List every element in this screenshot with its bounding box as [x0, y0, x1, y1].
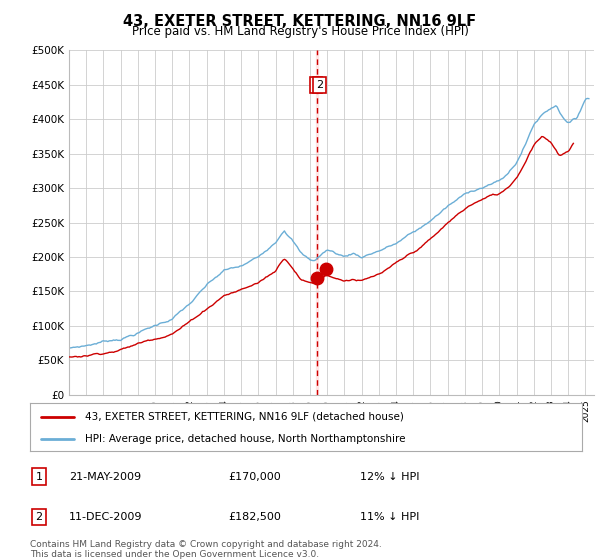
- Text: Contains HM Land Registry data © Crown copyright and database right 2024.
This d: Contains HM Land Registry data © Crown c…: [30, 540, 382, 559]
- Bar: [316, 50, 318, 395]
- Text: 2: 2: [35, 512, 43, 522]
- Text: 11-DEC-2009: 11-DEC-2009: [69, 512, 143, 522]
- Text: £170,000: £170,000: [228, 472, 281, 482]
- Text: Price paid vs. HM Land Registry's House Price Index (HPI): Price paid vs. HM Land Registry's House …: [131, 25, 469, 38]
- Text: HPI: Average price, detached house, North Northamptonshire: HPI: Average price, detached house, Nort…: [85, 434, 406, 444]
- Text: 43, EXETER STREET, KETTERING, NN16 9LF (detached house): 43, EXETER STREET, KETTERING, NN16 9LF (…: [85, 412, 404, 422]
- Text: £182,500: £182,500: [228, 512, 281, 522]
- Text: 21-MAY-2009: 21-MAY-2009: [69, 472, 141, 482]
- Text: 2: 2: [316, 80, 323, 90]
- Text: 12% ↓ HPI: 12% ↓ HPI: [360, 472, 419, 482]
- Text: 1: 1: [313, 80, 319, 90]
- Text: 1: 1: [35, 472, 43, 482]
- Text: 11% ↓ HPI: 11% ↓ HPI: [360, 512, 419, 522]
- Text: 43, EXETER STREET, KETTERING, NN16 9LF: 43, EXETER STREET, KETTERING, NN16 9LF: [124, 14, 476, 29]
